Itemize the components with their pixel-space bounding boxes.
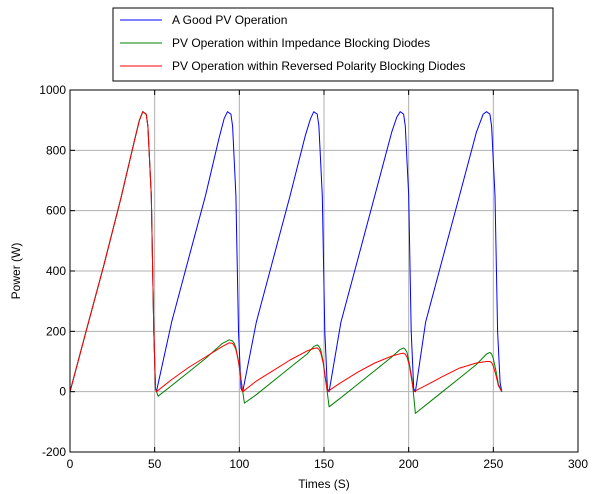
legend-label-2: PV Operation within Impedance Blocking D… [172,36,430,50]
x-tick-label: 200 [399,457,419,471]
legend: A Good PV Operation PV Operation within I… [112,7,554,82]
x-tick-label: 300 [568,457,588,471]
y-tick-label: 400 [46,264,66,278]
ticks [69,89,579,453]
y-tick-label: -200 [42,445,66,459]
x-tick-label: 150 [314,457,334,471]
y-tick-label: 200 [46,324,66,338]
x-axis-label: Times (S) [298,477,350,491]
x-tick-label: 250 [483,457,503,471]
y-tick-label: 600 [46,204,66,218]
y-axis-label: Power (W) [9,243,23,300]
x-tick-labels: 0 50 100 150 200 250 300 [67,457,589,471]
y-tick-label: 0 [59,385,66,399]
legend-label-3: PV Operation within Reversed Polarity Bl… [172,59,465,73]
series-layer [69,111,503,414]
series-line-3 [69,111,503,393]
legend-box [112,7,554,82]
y-tick-labels: -200 0 200 400 600 800 1000 [39,83,66,459]
y-tick-label: 800 [46,143,66,157]
x-tick-label: 50 [148,457,162,471]
y-tick-label: 1000 [39,83,66,97]
legend-label-1: A Good PV Operation [172,13,287,27]
x-tick-label: 0 [67,457,74,471]
x-tick-label: 100 [229,457,249,471]
